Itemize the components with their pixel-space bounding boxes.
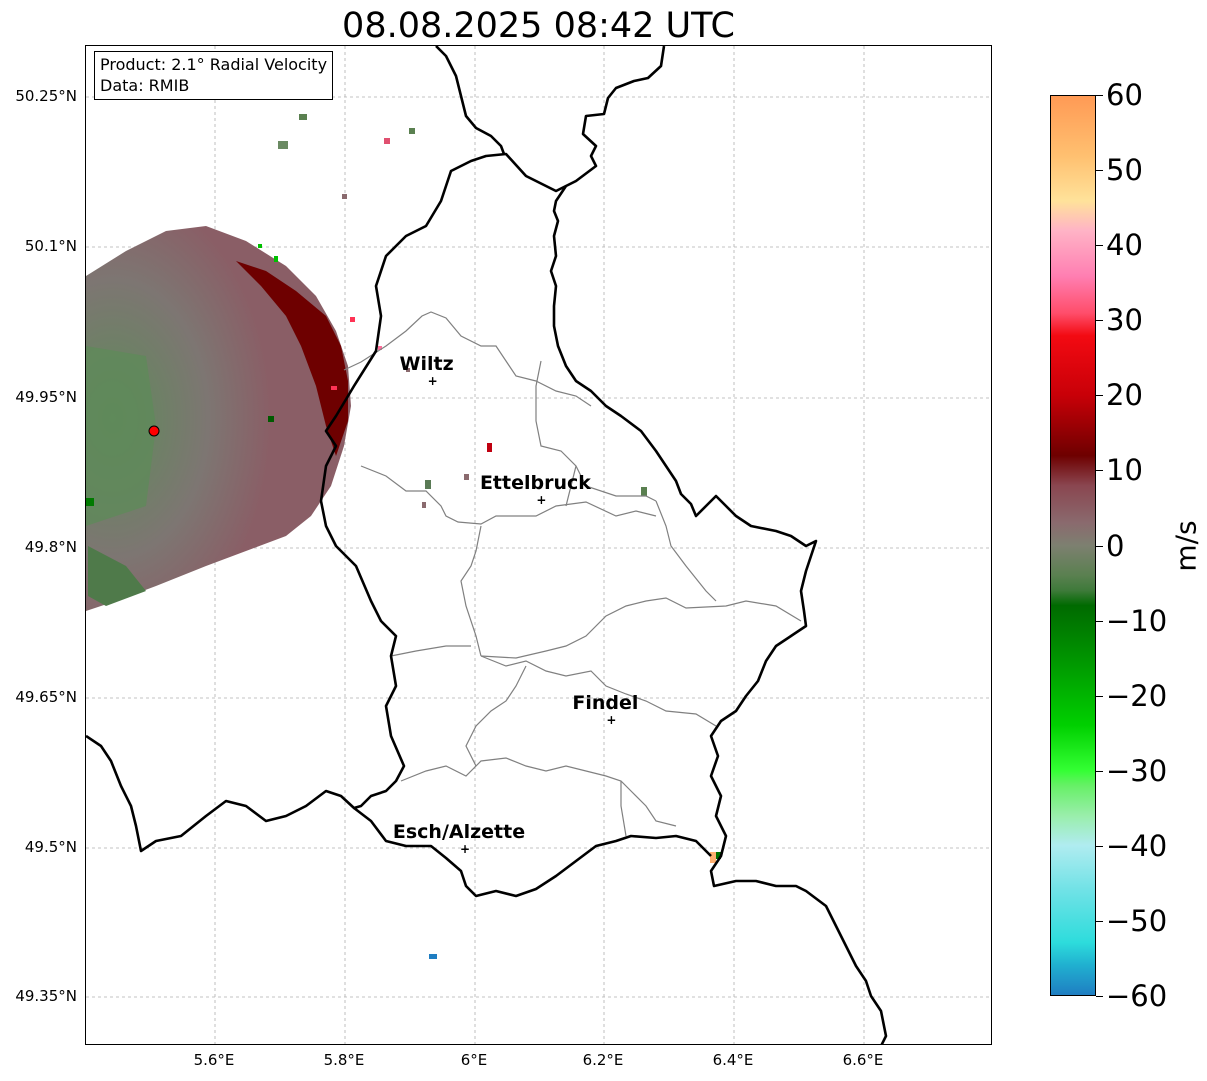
city-markers: +Wiltz+Ettelbruck+Findel+Esch/Alzette bbox=[393, 353, 639, 856]
radar-echo-field bbox=[86, 114, 721, 959]
colorbar-tick-label: 10 bbox=[1106, 453, 1143, 488]
colorbar-tick-label: −30 bbox=[1106, 753, 1168, 788]
district-boundaries bbox=[343, 311, 802, 837]
colorbar-tick bbox=[1096, 845, 1103, 847]
lon-label: 5.8°E bbox=[323, 1051, 365, 1069]
colorbar-tick bbox=[1096, 245, 1103, 247]
colorbar-tick bbox=[1096, 996, 1103, 997]
lat-label: 49.65°N bbox=[15, 688, 77, 706]
colorbar-tick-label: 30 bbox=[1106, 303, 1143, 338]
city-ettelbruck: +Ettelbruck bbox=[480, 472, 591, 507]
colorbar-tick bbox=[1096, 770, 1103, 772]
colorbar-tick-label: 20 bbox=[1106, 378, 1143, 413]
city-label: Wiltz bbox=[400, 353, 454, 375]
lat-label: 49.8°N bbox=[24, 538, 77, 556]
lat-label: 50.1°N bbox=[24, 237, 77, 255]
city-label: Esch/Alzette bbox=[393, 821, 525, 843]
map-title: 08.08.2025 08:42 UTC bbox=[342, 6, 735, 46]
lon-label: 6°E bbox=[460, 1051, 488, 1069]
city-label: Ettelbruck bbox=[480, 472, 591, 494]
colorbar-tick-label: −40 bbox=[1106, 828, 1168, 863]
city-findel: +Findel bbox=[572, 692, 638, 727]
lat-label: 49.95°N bbox=[15, 388, 77, 406]
colorbar-tick bbox=[1096, 95, 1103, 96]
colorbar-tick bbox=[1096, 170, 1103, 172]
city-esch-alzette: +Esch/Alzette bbox=[393, 821, 525, 856]
city-marker: + bbox=[428, 374, 438, 388]
colorbar-tick-label: −60 bbox=[1106, 979, 1168, 1013]
colorbar-tick bbox=[1096, 545, 1103, 547]
colorbar-tick bbox=[1096, 920, 1103, 922]
colorbar-tick bbox=[1096, 470, 1103, 472]
lat-label: 49.35°N bbox=[15, 987, 77, 1005]
colorbar-unit-label: m/s bbox=[1169, 520, 1203, 572]
colorbar-tick bbox=[1096, 695, 1103, 697]
lon-label: 6.2°E bbox=[582, 1051, 624, 1069]
velocity-colorbar bbox=[1050, 95, 1096, 996]
city-marker: + bbox=[460, 842, 470, 856]
lat-label: 50.25°N bbox=[15, 87, 77, 105]
colorbar-tick-label: −20 bbox=[1106, 678, 1168, 713]
colorbar-tick bbox=[1096, 320, 1103, 322]
product-label: Product: 2.1° Radial Velocity bbox=[100, 55, 328, 74]
product-info-box: Product: 2.1° Radial Velocity Data: RMIB bbox=[94, 51, 334, 100]
country-borders bbox=[86, 46, 888, 1044]
colorbar-tick-label: −10 bbox=[1106, 603, 1168, 638]
lon-label: 6.4°E bbox=[712, 1051, 754, 1069]
colorbar-tick bbox=[1096, 620, 1103, 622]
city-wiltz: +Wiltz bbox=[400, 353, 454, 388]
lon-label: 5.6°E bbox=[193, 1051, 235, 1069]
map-panel[interactable]: + Wiltz + Ettelbruck + Findel + Esch/Alzette bbox=[85, 45, 992, 1045]
radar-map[interactable]: +Wiltz+Ettelbruck+Findel+Esch/Alzette bbox=[86, 46, 992, 1045]
colorbar-tick-label: 60 bbox=[1106, 78, 1143, 112]
colorbar-tick-label: 40 bbox=[1106, 228, 1143, 263]
colorbar-tick-label: 0 bbox=[1106, 528, 1125, 563]
city-marker: + bbox=[606, 713, 616, 727]
lat-label: 49.5°N bbox=[24, 838, 77, 856]
lon-label: 6.6°E bbox=[842, 1051, 884, 1069]
colorbar-tick-label: 50 bbox=[1106, 153, 1143, 188]
radar-site-marker bbox=[148, 425, 160, 437]
colorbar-tick bbox=[1096, 395, 1103, 397]
colorbar-tick-label: −50 bbox=[1106, 903, 1168, 938]
data-source-label: Data: RMIB bbox=[100, 76, 190, 95]
city-label: Findel bbox=[572, 692, 638, 714]
city-marker: + bbox=[536, 493, 546, 507]
